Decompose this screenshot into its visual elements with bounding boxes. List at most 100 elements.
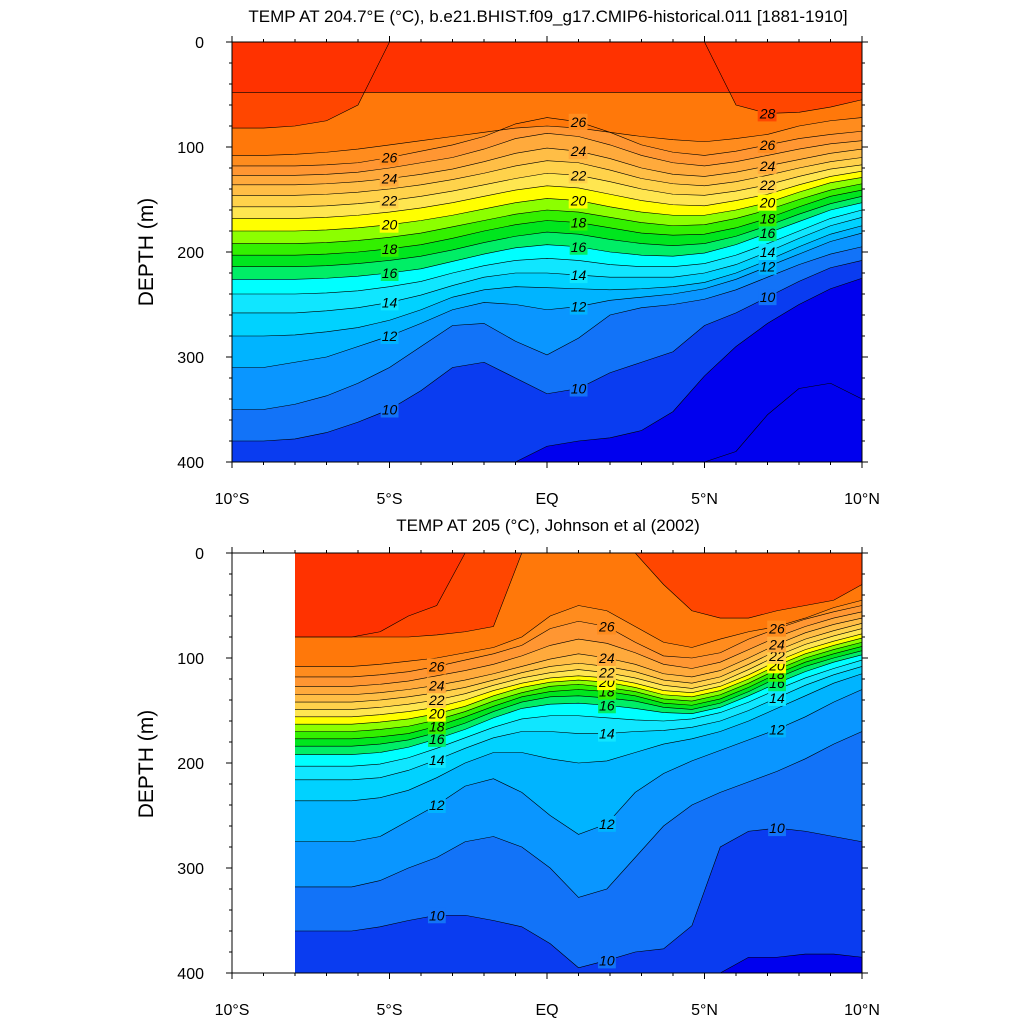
isotherm-line-12 <box>295 689 863 843</box>
contour-label-bg <box>379 192 399 209</box>
x-tick-label: 5°S <box>377 1002 403 1019</box>
contour-label: 28 <box>759 105 776 121</box>
isotherm-line-20 <box>232 177 863 232</box>
contour-label: 16 <box>429 731 445 747</box>
isotherm-line-19 <box>232 183 863 244</box>
isotherm-line-10 <box>232 260 863 442</box>
contour-label: 26 <box>381 150 398 166</box>
isotherm-line-12 <box>232 232 863 368</box>
contour-label-bg <box>598 952 616 969</box>
isotherm-line-18 <box>232 189 863 256</box>
contour-label-bg <box>380 328 399 344</box>
contour-label: 22 <box>381 193 398 209</box>
contour-label: 14 <box>769 690 785 706</box>
isotherm-line-24 <box>232 147 863 186</box>
contour-label-bg <box>379 170 399 187</box>
contour-label: 22 <box>570 167 587 183</box>
contour-label: 24 <box>598 650 615 666</box>
x-tick-label: 10°S <box>215 1002 250 1019</box>
contour-label-bg <box>380 294 399 311</box>
y-tick-label: 400 <box>177 966 204 983</box>
contour-label-bg <box>569 238 588 255</box>
contour-label: 26 <box>598 619 615 635</box>
contour-label: 10 <box>599 952 615 968</box>
x-tick-label: 5°S <box>377 491 403 508</box>
contour-label-bg <box>598 697 616 714</box>
contour-label-bg <box>768 820 786 837</box>
contour-label-bg <box>426 692 446 708</box>
contour-label-bg <box>758 244 777 260</box>
contour-plot-area: 1010101212121414141616161818182020202222… <box>177 546 880 1019</box>
y-tick-label: 100 <box>177 140 204 157</box>
x-tick-label: 10°N <box>844 491 880 508</box>
contour-label-bg <box>380 240 399 257</box>
bottom-panel: TEMP AT 205 (°C), Johnson et al (2002) 1… <box>135 516 880 1019</box>
isotherm-line-26 <box>232 117 863 167</box>
isotherm-line-16 <box>232 202 863 280</box>
contour-label-bg <box>758 258 777 275</box>
contour-label-bg <box>758 225 777 242</box>
isotherm-line-18 <box>295 646 863 740</box>
contour-label-bg <box>758 289 777 306</box>
contour-label: 22 <box>428 692 445 708</box>
contour-label: 22 <box>759 177 776 193</box>
contour-label-bg <box>568 167 588 184</box>
contour-label: 26 <box>428 658 445 674</box>
contour-label: 24 <box>428 677 445 693</box>
contour-label: 12 <box>571 299 587 315</box>
contour-label-bg <box>597 664 616 681</box>
contour-label-bg <box>767 636 786 653</box>
contour-label: 16 <box>599 697 615 713</box>
contour-label: 12 <box>760 259 776 275</box>
contour-label-bg <box>569 380 588 397</box>
contour-label: 14 <box>382 294 398 310</box>
contour-label: 20 <box>428 706 445 722</box>
contour-label: 10 <box>382 402 398 418</box>
contour-label: 14 <box>760 244 776 260</box>
isotherm-line-14 <box>232 217 863 314</box>
contour-label: 20 <box>381 217 398 233</box>
contour-label-bg <box>380 265 399 281</box>
contour-label: 10 <box>760 289 776 305</box>
isotherm-line-17 <box>232 196 863 267</box>
y-tick-label: 100 <box>177 651 204 668</box>
contour-label-bg <box>597 618 616 635</box>
top-panel: TEMP AT 204.7°E (°C), b.e21.BHIST.f09_g1… <box>135 7 880 508</box>
isotherm-line-27 <box>232 117 863 156</box>
isotherm-line-11 <box>232 246 863 410</box>
y-tick-label: 300 <box>177 350 204 367</box>
contour-label: 18 <box>571 215 587 231</box>
contour-label-bg <box>569 214 588 231</box>
contour-label-bg <box>767 620 786 637</box>
x-tick-label: EQ <box>535 491 558 508</box>
contour-label: 26 <box>768 621 785 637</box>
contour-label: 18 <box>429 718 445 734</box>
isotherm-line-14 <box>295 666 863 781</box>
isotherm-line-23 <box>232 157 863 196</box>
y-tick-label: 0 <box>195 546 204 563</box>
contour-label: 14 <box>571 267 587 283</box>
plot-title: TEMP AT 205 (°C), Johnson et al (2002) <box>396 516 700 535</box>
isotherm-line-10 <box>295 827 863 969</box>
contour-label: 20 <box>759 195 776 211</box>
contour-label-bg <box>427 718 446 735</box>
isotherm-line-17 <box>295 650 863 747</box>
contour-label: 14 <box>429 752 445 768</box>
contour-band-29 <box>295 553 862 637</box>
contour-label: 12 <box>429 797 445 813</box>
x-tick-label: 10°N <box>844 1002 880 1019</box>
contour-label: 16 <box>760 225 776 241</box>
contour-label-bg <box>380 401 399 418</box>
x-tick-label: EQ <box>535 1002 558 1019</box>
contour-label: 16 <box>382 265 398 281</box>
contour-label: 18 <box>760 210 776 226</box>
contour-label: 10 <box>571 381 587 397</box>
contour-label-bg <box>569 298 588 315</box>
contour-label-bg <box>427 907 446 924</box>
y-tick-label: 200 <box>177 756 204 773</box>
isotherm-line-11 <box>295 731 863 898</box>
y-tick-label: 300 <box>177 861 204 878</box>
contour-label-bg <box>598 725 616 742</box>
contour-label-bg <box>568 143 588 160</box>
